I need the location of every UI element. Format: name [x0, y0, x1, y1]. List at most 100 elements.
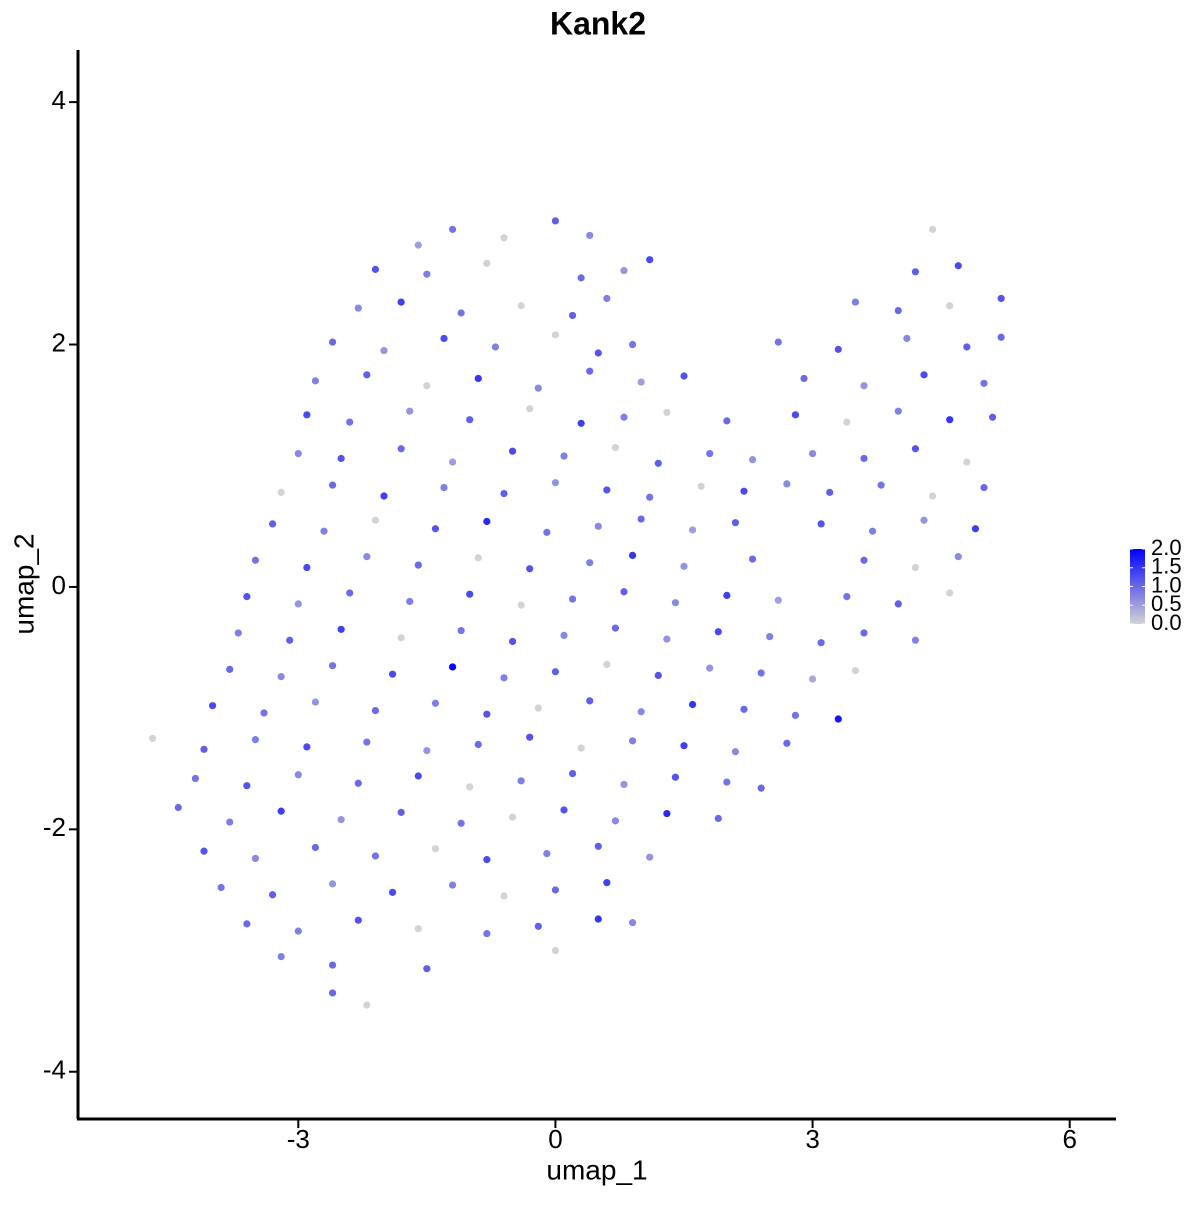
point: [457, 309, 465, 317]
point: [577, 744, 585, 752]
point: [148, 734, 157, 743]
point: [414, 925, 422, 933]
point: [560, 452, 568, 460]
point: [346, 589, 354, 597]
point: [680, 562, 688, 570]
point: [551, 217, 560, 225]
point: [757, 784, 765, 792]
point: [303, 411, 311, 419]
point: [637, 708, 645, 716]
point: [363, 738, 371, 746]
point: [791, 411, 800, 419]
point: [440, 334, 448, 343]
y-tick-label: 4: [52, 85, 66, 115]
point: [217, 883, 225, 892]
point: [680, 372, 688, 380]
point: [808, 675, 817, 683]
point: [646, 853, 654, 861]
point: [594, 349, 602, 357]
point: [526, 405, 534, 413]
y-tick-label: -2: [43, 812, 66, 842]
point: [946, 302, 954, 310]
point: [466, 416, 474, 424]
point: [817, 520, 825, 528]
point: [911, 268, 920, 276]
point: [448, 458, 457, 466]
point: [868, 527, 877, 535]
point: [894, 407, 902, 415]
point: [611, 817, 620, 825]
point: [646, 256, 654, 264]
point: [371, 706, 380, 715]
point: [474, 740, 482, 749]
colorbar-tick-label: 1.0: [1151, 572, 1182, 597]
point: [620, 413, 628, 421]
point: [277, 807, 285, 815]
point: [303, 563, 311, 572]
point: [388, 888, 397, 896]
point: [860, 454, 868, 463]
point: [268, 520, 277, 528]
point: [628, 340, 637, 349]
point: [611, 624, 620, 632]
point: [423, 382, 431, 390]
point: [663, 408, 671, 416]
point: [294, 771, 302, 779]
point: [303, 743, 311, 751]
point: [474, 554, 482, 562]
point: [277, 952, 285, 961]
point: [483, 929, 491, 938]
point: [663, 809, 671, 818]
point: [997, 333, 1005, 341]
point: [243, 593, 251, 601]
point: [483, 517, 491, 526]
point: [928, 492, 937, 500]
point: [706, 450, 714, 458]
point: [543, 528, 551, 536]
point: [860, 556, 868, 564]
x-axis-label: umap_1: [546, 1154, 647, 1185]
point: [226, 665, 234, 673]
point: [586, 559, 594, 567]
point: [243, 782, 251, 790]
point: [354, 779, 362, 787]
point: [414, 772, 422, 780]
point: [671, 773, 680, 781]
point: [174, 803, 182, 812]
point: [723, 417, 731, 425]
point: [191, 774, 200, 783]
point: [320, 527, 328, 535]
point: [551, 668, 560, 676]
point: [834, 715, 842, 723]
point: [637, 515, 645, 523]
point: [328, 481, 337, 489]
colorbar-tick-label: 0.0: [1151, 610, 1182, 635]
point: [911, 636, 920, 644]
y-axis-label: umap_2: [8, 533, 39, 634]
point: [414, 561, 422, 569]
point: [568, 311, 577, 320]
point: [517, 777, 525, 785]
point: [551, 331, 560, 339]
point: [894, 600, 902, 608]
point: [508, 447, 517, 455]
point: [586, 367, 594, 375]
point: [680, 742, 688, 750]
point: [534, 704, 542, 712]
point: [851, 298, 860, 306]
x-tick-label: -3: [287, 1124, 310, 1154]
point: [294, 600, 302, 608]
point: [586, 697, 594, 705]
point: [388, 670, 397, 678]
point: [363, 553, 371, 561]
point: [688, 700, 697, 709]
point: [603, 660, 611, 669]
point: [208, 702, 217, 710]
point: [568, 769, 577, 778]
point: [508, 813, 517, 821]
point: [783, 480, 791, 488]
point: [354, 916, 362, 924]
point: [911, 445, 920, 453]
point: [560, 806, 568, 814]
